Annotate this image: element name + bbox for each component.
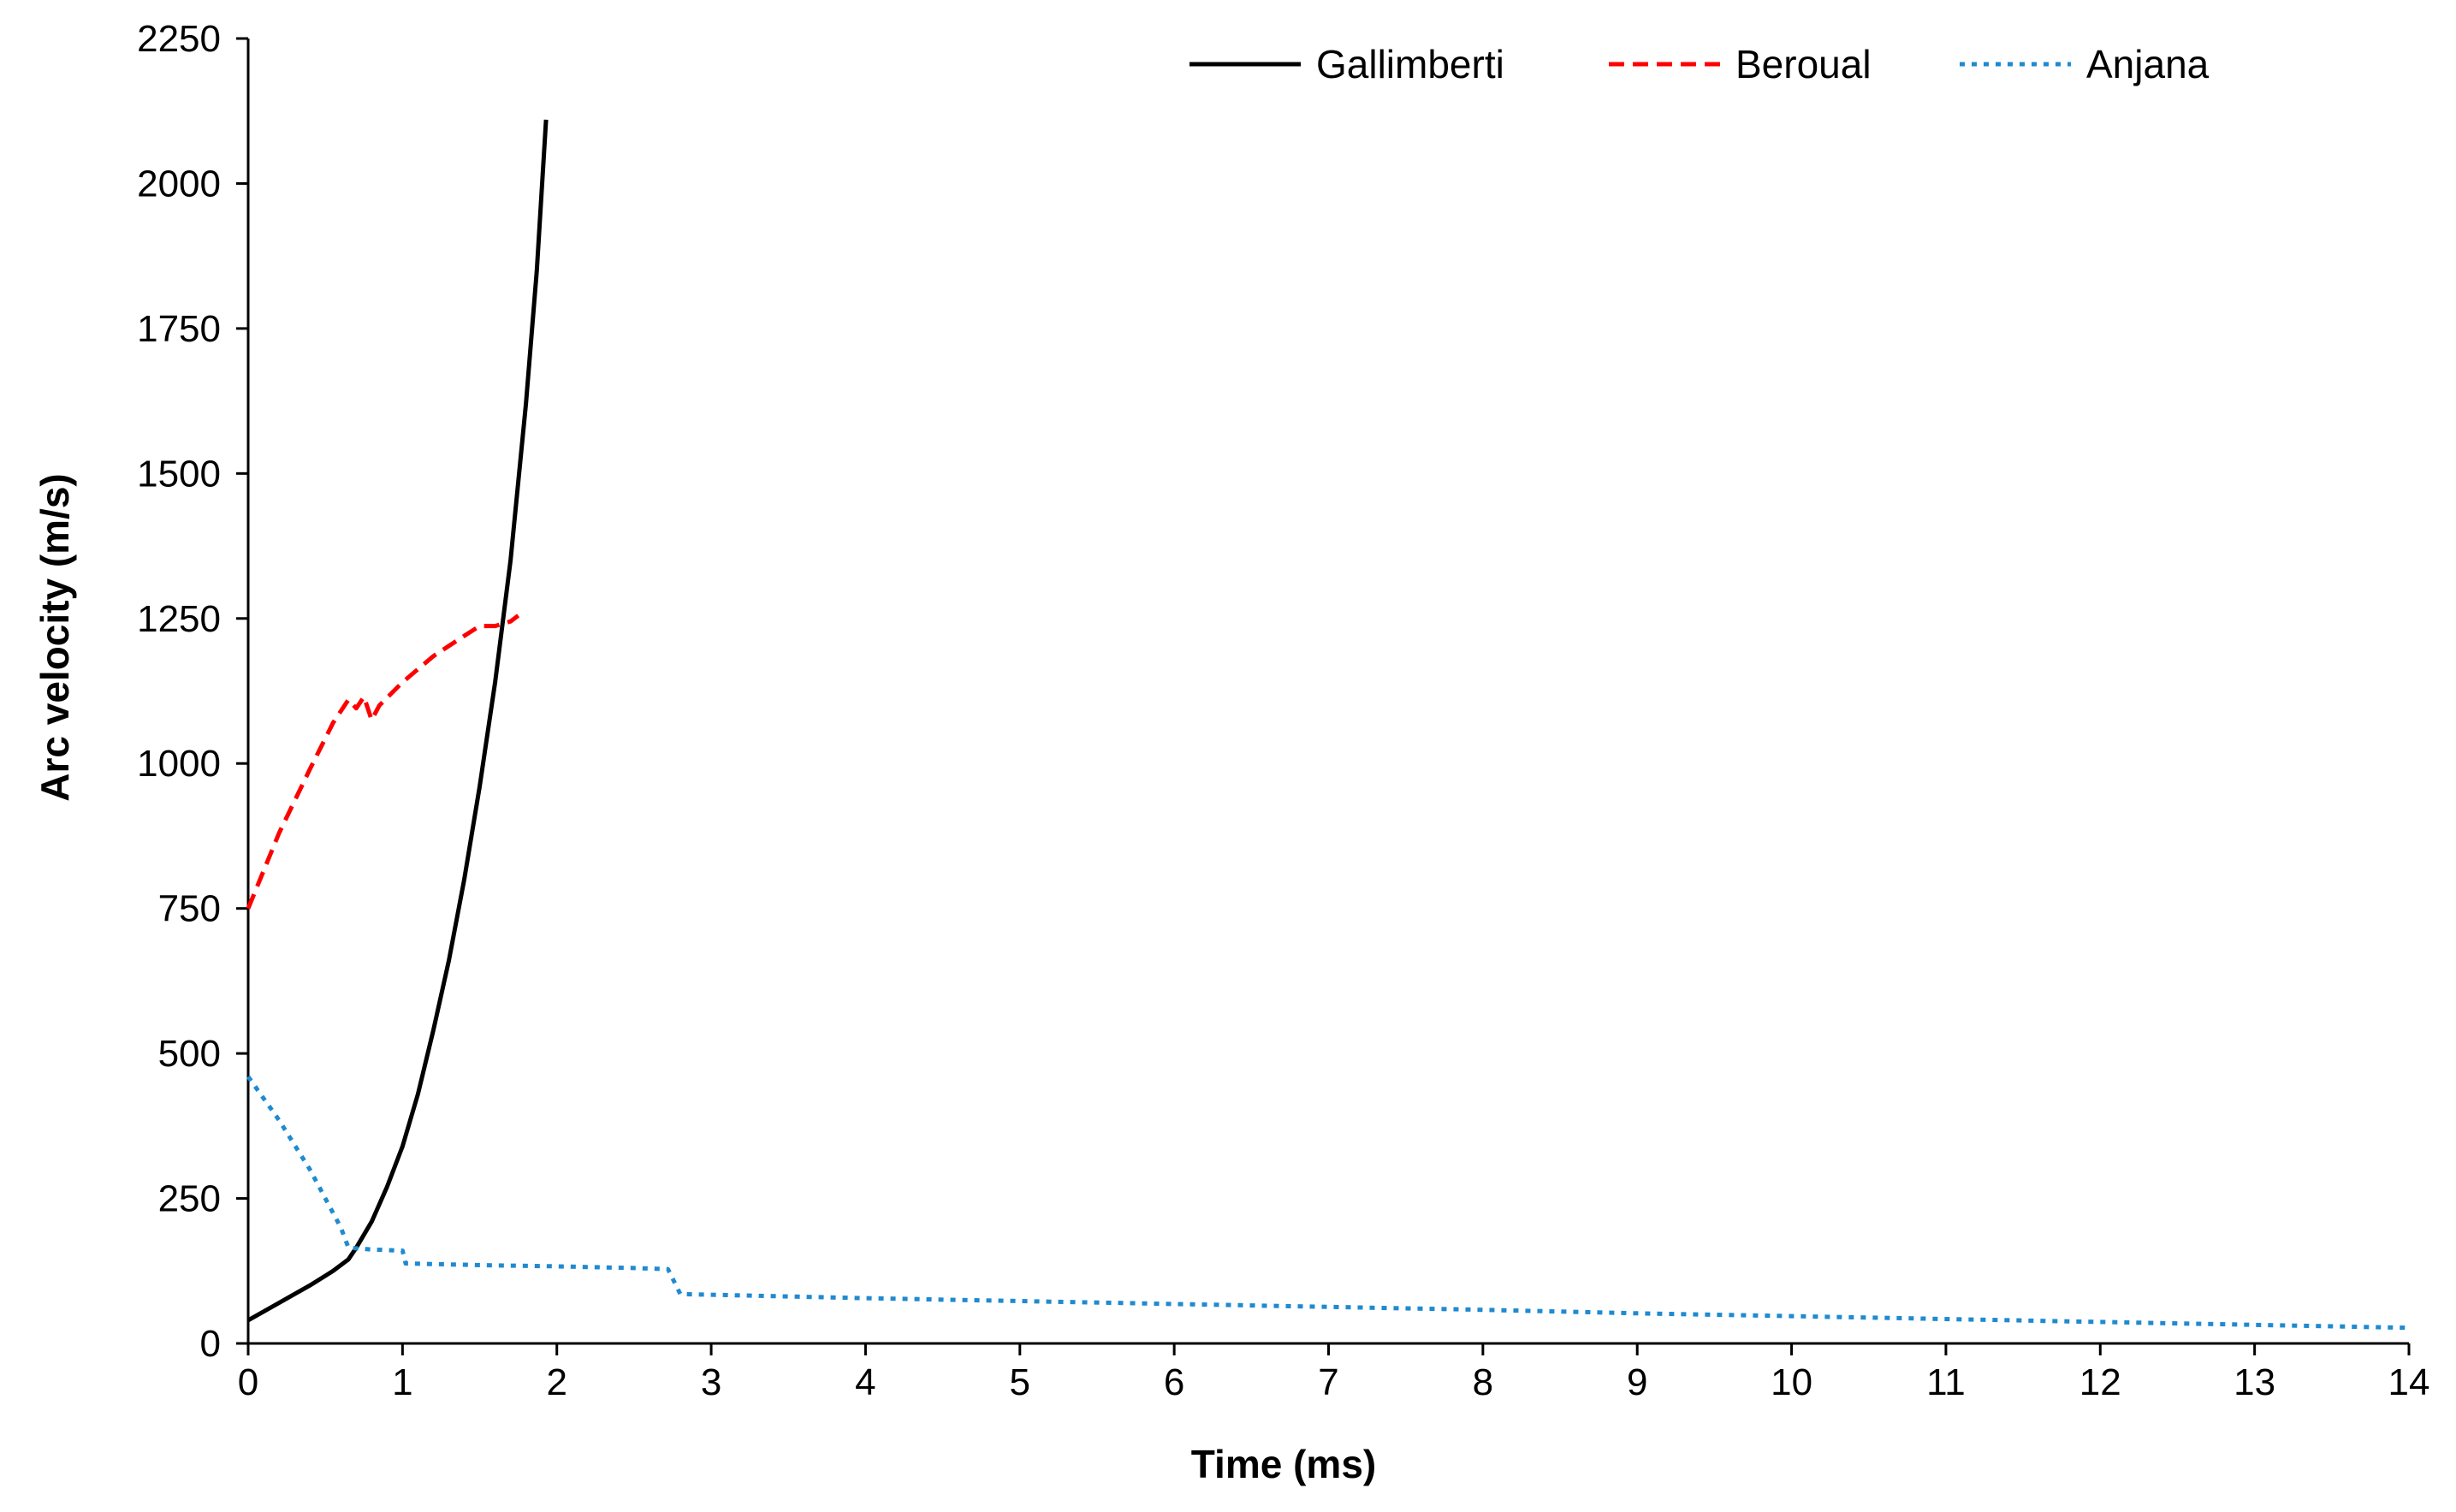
x-tick-label: 6: [1164, 1361, 1184, 1403]
legend-label-beroual: Beroual: [1735, 42, 1872, 86]
y-tick-label: 500: [158, 1033, 221, 1075]
series-line-beroual: [246, 614, 520, 910]
y-tick-label: 1750: [137, 308, 221, 350]
legend: Gallimberti Beroual Anjana: [1189, 42, 2210, 86]
x-tick-label: 13: [2234, 1361, 2275, 1403]
y-tick-label: 1000: [137, 743, 221, 785]
x-tick-label: 7: [1318, 1361, 1338, 1403]
x-tick-label: 8: [1473, 1361, 1493, 1403]
x-tick-label: 1: [392, 1361, 412, 1403]
x-tick-label: 9: [1627, 1361, 1647, 1403]
y-tick-label: 2250: [137, 18, 221, 60]
x-tick-label: 14: [2388, 1361, 2430, 1403]
axis-ticks: 0 1 2 3 4 5 6 7 8 9 10 11 12 13 1402505007501000125015…: [137, 18, 2429, 1403]
x-tick-label: 0: [238, 1361, 258, 1403]
y-tick-label: 250: [158, 1178, 221, 1220]
x-axis-title: Time (ms): [1191, 1442, 1376, 1486]
x-tick-label: 4: [855, 1361, 875, 1403]
y-tick-label: 1500: [137, 453, 221, 495]
x-tick-label: 11: [1926, 1361, 1966, 1403]
x-tick-label: 12: [2079, 1361, 2121, 1403]
y-tick-label: 1250: [137, 598, 221, 640]
legend-label-anjana: Anjana: [2086, 42, 2210, 86]
x-tick-label: 2: [546, 1361, 567, 1403]
series-line-gallimberti: [246, 119, 549, 1323]
y-axis-title: Arc velocity (m/s): [33, 473, 77, 801]
y-tick-label: 750: [158, 888, 221, 930]
y-tick-label: 0: [200, 1323, 221, 1365]
series-line-anjana: [246, 1075, 2410, 1331]
legend-label-gallimberti: Gallimberti: [1316, 42, 1504, 86]
x-tick-label: 10: [1771, 1361, 1812, 1403]
series-lines: [246, 119, 2410, 1331]
x-tick-label: 5: [1010, 1361, 1030, 1403]
x-tick-label: 3: [701, 1361, 721, 1403]
y-tick-label: 2000: [137, 163, 221, 205]
axes: [246, 39, 2409, 1345]
